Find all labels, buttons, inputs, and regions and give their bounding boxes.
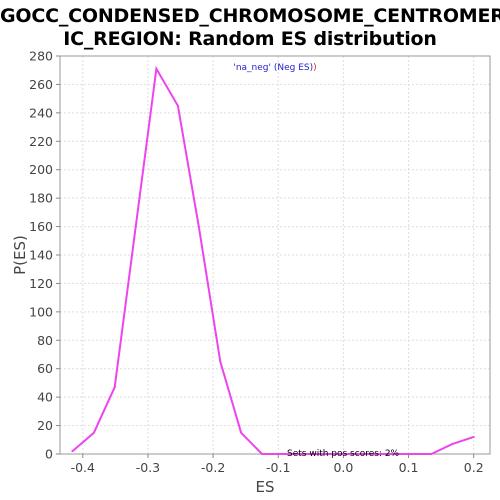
legend-entry: ) xyxy=(313,63,317,73)
data-point xyxy=(388,453,391,455)
y-tick-label: 0 xyxy=(45,447,53,462)
y-tick-label: 160 xyxy=(29,219,53,234)
y-tick-label: 220 xyxy=(29,134,53,149)
x-tick-label: 0.0 xyxy=(333,460,353,475)
y-tick-label: 40 xyxy=(37,390,53,405)
data-point xyxy=(219,360,222,363)
y-tick-label: 140 xyxy=(29,248,53,263)
y-tick-label: 260 xyxy=(29,77,53,92)
y-axis-label: P(ES) xyxy=(11,235,29,275)
data-point xyxy=(408,453,411,455)
data-point xyxy=(303,453,306,455)
data-point xyxy=(345,453,348,455)
data-point xyxy=(240,431,243,434)
data-point xyxy=(472,435,475,438)
chart-title-line-1: GOCC_CONDENSED_CHROMOSOME_CENTROMER xyxy=(0,5,500,27)
y-tick-label: 120 xyxy=(29,276,53,291)
data-point xyxy=(324,453,327,455)
data-point xyxy=(113,386,116,389)
x-tick-label: 0.1 xyxy=(399,460,419,475)
data-point xyxy=(92,431,95,434)
x-axis-label: ES xyxy=(256,478,275,496)
y-tick-label: 80 xyxy=(37,333,53,348)
y-tick-label: 60 xyxy=(37,361,53,376)
data-point xyxy=(176,104,179,107)
annotation-text: Sets with pos scores: 2% xyxy=(287,449,400,459)
y-tick-label: 200 xyxy=(29,162,53,177)
x-tick-label: -0.2 xyxy=(201,460,225,475)
x-tick-label: 0.2 xyxy=(464,460,484,475)
x-tick-label: -0.3 xyxy=(136,460,160,475)
y-tick-label: 20 xyxy=(37,418,53,433)
data-point xyxy=(71,450,74,453)
legend-entry: 'na_neg' (Neg ES) xyxy=(233,63,313,73)
y-tick-label: 240 xyxy=(29,105,53,120)
y-tick-label: 280 xyxy=(29,49,53,64)
data-point xyxy=(197,225,200,228)
y-tick-label: 180 xyxy=(29,191,53,206)
data-point xyxy=(451,443,454,446)
data-point xyxy=(155,67,158,70)
legend: 'na_neg' (Neg ES)) xyxy=(233,63,316,73)
chart-title-line-2: IC_REGION: Random ES distribution xyxy=(63,28,437,50)
data-point xyxy=(366,453,369,455)
data-point xyxy=(430,453,433,455)
x-tick-label: -0.4 xyxy=(71,460,95,475)
data-point xyxy=(260,453,263,455)
data-point xyxy=(282,453,285,455)
x-tick-label: -0.1 xyxy=(266,460,290,475)
y-tick-label: 100 xyxy=(29,304,53,319)
